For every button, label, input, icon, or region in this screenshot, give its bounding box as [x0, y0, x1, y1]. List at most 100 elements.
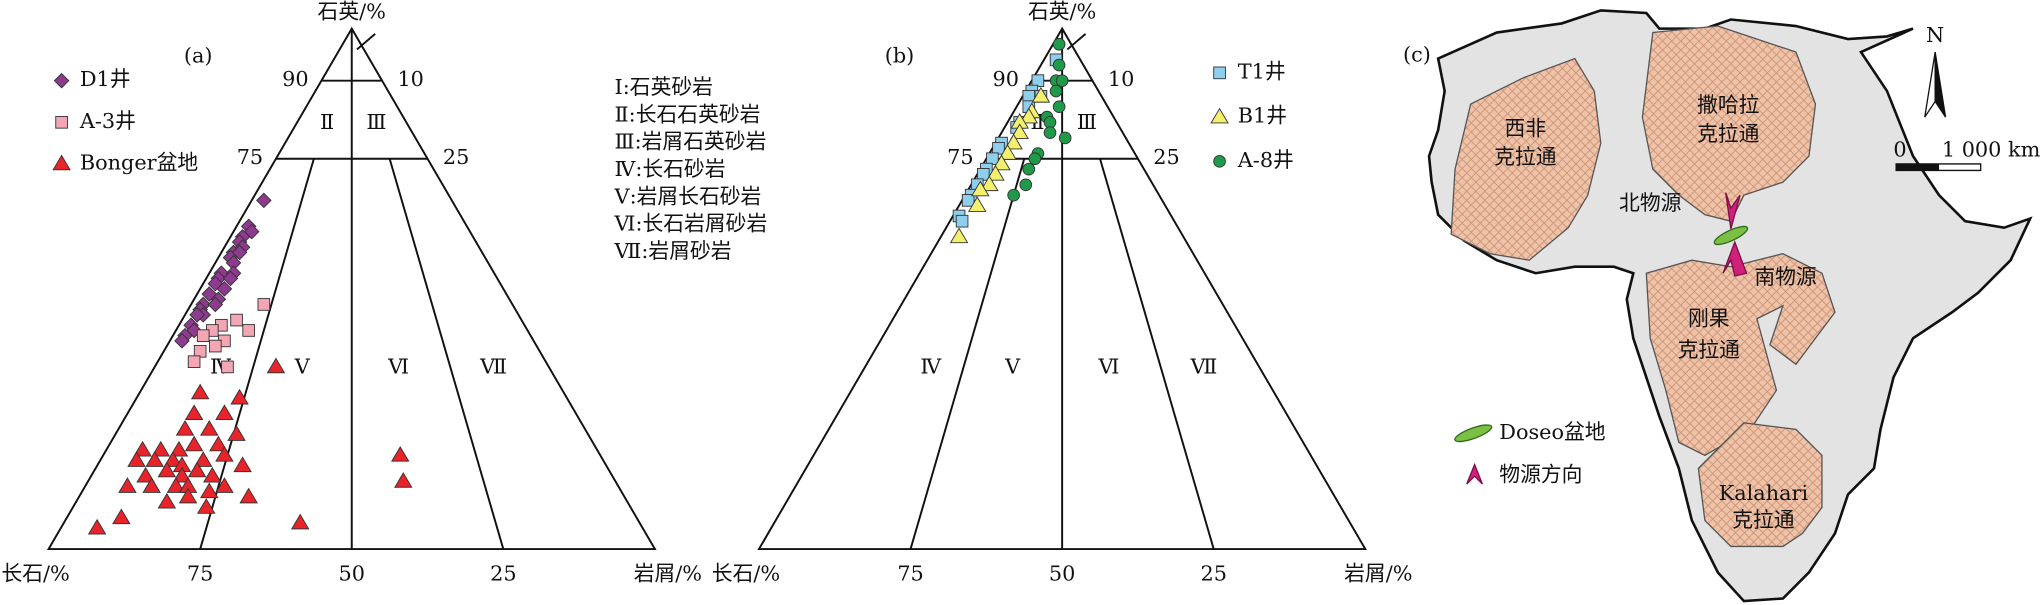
- legend-label: B1井: [1238, 104, 1287, 128]
- point: [151, 440, 171, 457]
- point: [257, 298, 271, 311]
- point: [203, 466, 222, 483]
- region-leader: [356, 33, 376, 51]
- panel-label: (c): [1403, 42, 1431, 66]
- legend-basin-symbol: [1454, 424, 1493, 443]
- point: [1058, 131, 1072, 145]
- point: [200, 482, 219, 499]
- class-legend-item: Ⅰ:石英砂岩: [615, 75, 713, 99]
- class-legend-item: Ⅳ:长石砂岩: [615, 157, 726, 181]
- point: [980, 175, 999, 192]
- point: [184, 435, 204, 452]
- point: [174, 333, 190, 349]
- point: [1049, 84, 1063, 98]
- region-label: Ⅵ: [387, 355, 409, 379]
- point: [233, 456, 252, 473]
- scale-bar: [1896, 163, 1940, 171]
- region-label: Ⅲ: [366, 110, 386, 134]
- point: [172, 466, 192, 483]
- tick-label: 50: [1049, 562, 1075, 586]
- craton-label: 西非: [1505, 117, 1547, 141]
- class-legend-item: Ⅱ:长石石英砂岩: [615, 102, 761, 126]
- boundary-line: [199, 158, 315, 550]
- point: [1019, 107, 1039, 124]
- point: [127, 451, 146, 467]
- north-arrow: [1924, 51, 1936, 118]
- point: [142, 477, 161, 493]
- point: [166, 477, 186, 493]
- region-label: Ⅲ: [1077, 110, 1097, 134]
- point: [215, 477, 234, 493]
- point: [1213, 155, 1226, 168]
- north-label: N: [1926, 23, 1944, 47]
- point: [971, 180, 990, 197]
- region-label: Ⅴ: [1004, 355, 1021, 379]
- point: [112, 508, 131, 525]
- point: [1052, 100, 1066, 113]
- point: [222, 270, 239, 287]
- craton: [1641, 25, 1817, 222]
- panel-label: (b): [885, 44, 915, 68]
- tick-label: 25: [1153, 145, 1179, 169]
- point: [209, 339, 222, 353]
- point: [196, 329, 210, 342]
- point: [1043, 126, 1057, 140]
- region-label: Ⅰ: [1089, 0, 1097, 3]
- point: [1031, 86, 1051, 103]
- point: [230, 313, 243, 327]
- class-legend-item: Ⅶ:岩屑砂岩: [614, 239, 732, 263]
- point: [163, 451, 183, 467]
- point: [175, 420, 195, 436]
- point: [1019, 178, 1033, 192]
- point: [133, 440, 152, 457]
- point: [209, 435, 228, 452]
- point: [187, 461, 207, 478]
- point: [87, 518, 107, 535]
- legend-arrow-symbol: [1466, 462, 1483, 485]
- source-arrow: [1722, 240, 1748, 277]
- point: [190, 383, 210, 400]
- boundary-line: [1099, 158, 1215, 550]
- craton-label: 刚果: [1688, 307, 1730, 331]
- point: [986, 164, 1005, 181]
- point: [118, 477, 137, 493]
- north-arrow: [1934, 51, 1947, 118]
- panel-label: (a): [184, 44, 213, 68]
- point: [266, 357, 286, 374]
- craton-label: 克拉通: [1732, 508, 1795, 532]
- point: [998, 144, 1017, 160]
- point: [1022, 162, 1036, 176]
- point: [239, 487, 258, 504]
- point: [1010, 123, 1029, 140]
- point: [1007, 188, 1020, 202]
- region-label: Ⅴ: [294, 355, 311, 379]
- point: [187, 355, 201, 369]
- axis-label: 长石/%: [1, 562, 69, 586]
- point: [55, 115, 68, 129]
- point: [1028, 152, 1042, 166]
- craton-label: 克拉通: [1678, 338, 1741, 362]
- point: [193, 451, 213, 467]
- craton-label: 克拉通: [1697, 122, 1760, 146]
- point: [1004, 133, 1023, 150]
- point: [169, 440, 189, 457]
- tick-label: 25: [443, 145, 469, 169]
- region-label: Ⅶ: [1190, 355, 1218, 379]
- boundary-line: [909, 158, 1026, 550]
- point: [200, 420, 219, 436]
- tick-label: 75: [237, 145, 263, 169]
- source-label: 北物源: [1619, 191, 1682, 215]
- class-legend-item: Ⅵ:长石岩屑砂岩: [614, 212, 768, 236]
- point: [230, 388, 249, 405]
- point: [221, 360, 234, 374]
- ternary-chart: 90751025755025石英/%长石/%岩屑/%(b)ⅠⅡⅢⅣⅤⅥⅦT1井B…: [712, 0, 1413, 586]
- source-arrow: [1725, 192, 1741, 230]
- point: [955, 214, 969, 228]
- point: [227, 425, 246, 441]
- point: [1052, 37, 1066, 51]
- axis-label: 石英/%: [1028, 0, 1096, 24]
- tick-label: 75: [187, 562, 213, 586]
- point: [390, 446, 410, 462]
- tick-label: 25: [490, 562, 516, 586]
- region-label: Ⅳ: [920, 355, 942, 379]
